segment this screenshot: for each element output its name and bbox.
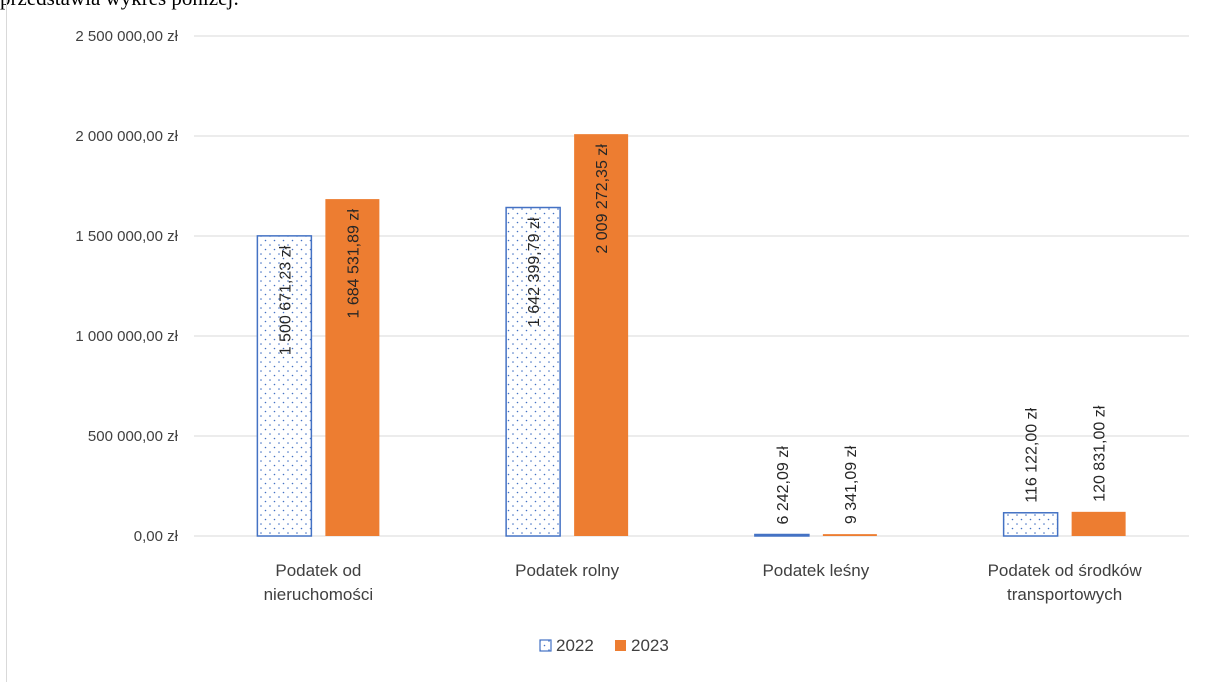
y-tick-label: 500 000,00 zł xyxy=(88,428,179,445)
data-label: 1 684 531,89 zł xyxy=(345,209,362,319)
y-tick-label: 1 500 000,00 zł xyxy=(75,228,178,245)
category-label: nieruchomości xyxy=(264,585,374,604)
bar-2022-4 xyxy=(1004,513,1058,536)
data-labels: 1 500 671,23 zł 1 684 531,89 zł 1 642 399,… xyxy=(277,144,1108,525)
bar-2022-3 xyxy=(755,535,809,537)
y-tick-label: 2 000 000,00 zł xyxy=(75,128,178,145)
data-label: 116 122,00 zł xyxy=(1024,407,1041,502)
bar-2023-4 xyxy=(1072,512,1126,536)
data-label: 120 831,00 zł xyxy=(1092,405,1109,502)
bar-2023-3 xyxy=(823,534,877,536)
legend-label-2023: 2023 xyxy=(631,636,669,655)
y-tick-label: 1 000 000,00 zł xyxy=(75,328,178,345)
category-label: Podatek od xyxy=(275,561,361,580)
category-label: Podatek leśny xyxy=(762,561,869,580)
legend: 2022 2023 xyxy=(540,636,669,655)
y-tick-label: 2 500 000,00 zł xyxy=(75,28,178,45)
category-label: Podatek rolny xyxy=(515,561,619,580)
y-axis: 0,00 zł 500 000,00 zł 1 000 000,00 zł 1 500… xyxy=(75,28,178,545)
data-label: 2 009 272,35 zł xyxy=(594,144,611,254)
data-label: 1 500 671,23 zł xyxy=(277,245,294,355)
category-label: Podatek od środków xyxy=(988,561,1143,580)
x-axis: Podatek od nieruchomości Podatek rolny Poda… xyxy=(264,561,1143,604)
category-label: transportowych xyxy=(1007,585,1122,604)
y-tick-label: 0,00 zł xyxy=(134,528,179,545)
data-label: 9 341,09 zł xyxy=(843,445,860,524)
chart-frame: 0,00 zł 500 000,00 zł 1 000 000,00 zł 1 500… xyxy=(6,0,1215,682)
bars xyxy=(257,134,1125,536)
bar-chart: 0,00 zł 500 000,00 zł 1 000 000,00 zł 1 500… xyxy=(7,0,1215,682)
legend-swatch-2022 xyxy=(540,640,551,651)
data-label: 1 642 399,79 zł xyxy=(526,217,543,327)
data-label: 6 242,09 zł xyxy=(775,446,792,525)
legend-label-2022: 2022 xyxy=(556,636,594,655)
legend-swatch-2023 xyxy=(615,640,626,651)
